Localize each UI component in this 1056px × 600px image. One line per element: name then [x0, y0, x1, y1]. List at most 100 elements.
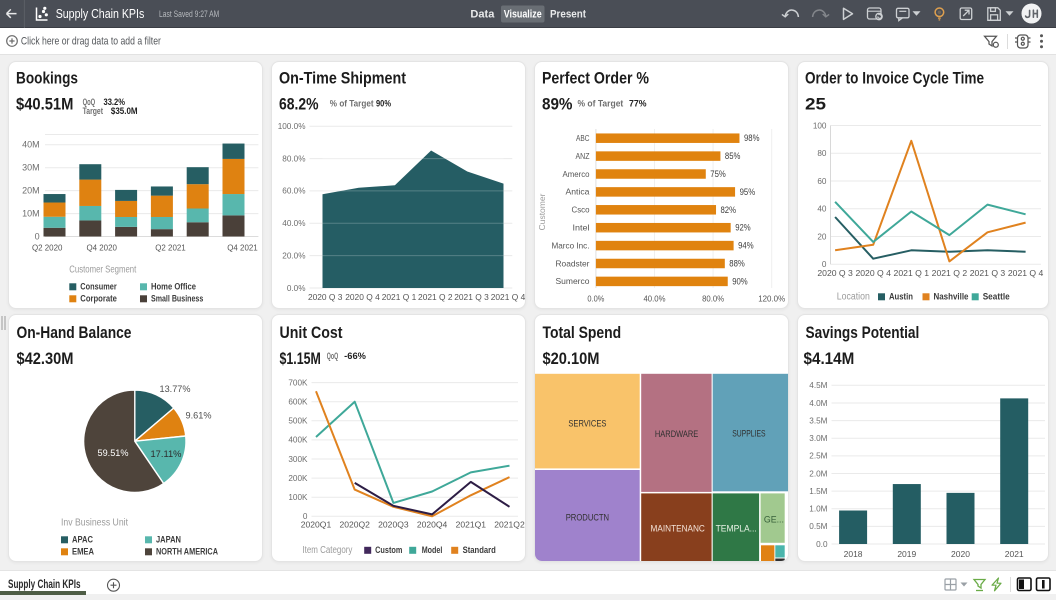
svg-text:Visualize: Visualize [504, 9, 542, 21]
svg-text:2021 Q 1: 2021 Q 1 [893, 269, 929, 278]
svg-text:Click here or drag data to add: Click here or drag data to add a filter [21, 35, 161, 47]
svg-text:$4.14M: $4.14M [803, 349, 854, 368]
svg-text:Q2 2020: Q2 2020 [32, 243, 63, 252]
svg-text:On-Time Shipment: On-Time Shipment [279, 68, 406, 87]
svg-text:2021 Q 4: 2021 Q 4 [1007, 269, 1043, 278]
svg-text:68.2%: 68.2% [279, 94, 318, 113]
svg-text:60.0%: 60.0% [282, 187, 305, 196]
svg-text:2021 Q 2: 2021 Q 2 [418, 293, 453, 302]
svg-text:2020Q3: 2020Q3 [378, 521, 409, 530]
svg-text:300K: 300K [288, 455, 308, 464]
svg-text:Consumer: Consumer [80, 281, 117, 292]
svg-text:2.5M: 2.5M [809, 452, 827, 461]
svg-text:$40.51M: $40.51M [16, 94, 73, 113]
svg-text:NORTH AMERICA: NORTH AMERICA [156, 546, 218, 557]
svg-text:80.0%: 80.0% [702, 294, 724, 303]
svg-text:2021 Q 3: 2021 Q 3 [454, 293, 489, 302]
svg-text:4.5M: 4.5M [809, 381, 827, 390]
svg-text:30M: 30M [22, 163, 39, 173]
svg-text:88%: 88% [729, 258, 745, 268]
svg-text:Csco: Csco [571, 205, 589, 215]
svg-text:2.0M: 2.0M [809, 469, 827, 478]
svg-text:95%: 95% [739, 187, 755, 197]
svg-text:Unit Cost: Unit Cost [279, 323, 342, 342]
svg-text:2020Q4: 2020Q4 [417, 521, 448, 530]
svg-text:600K: 600K [288, 398, 308, 407]
svg-text:Austin: Austin [889, 291, 913, 302]
svg-text:TEMPLA...: TEMPLA... [715, 523, 756, 534]
svg-text:Amerco: Amerco [562, 169, 589, 179]
svg-text:2021 Q 1: 2021 Q 1 [381, 293, 416, 302]
svg-text:PRODUCTN: PRODUCTN [565, 512, 609, 523]
svg-text:3.5M: 3.5M [809, 416, 827, 425]
svg-text:40.0%: 40.0% [282, 219, 305, 228]
svg-text:Standard: Standard [462, 545, 495, 556]
svg-text:2020Q2: 2020Q2 [339, 521, 370, 530]
svg-text:0: 0 [821, 260, 826, 269]
svg-text:MAINTENANC: MAINTENANC [650, 523, 704, 534]
svg-text:100.0%: 100.0% [277, 122, 305, 131]
svg-text:Total Spend: Total Spend [542, 323, 621, 342]
svg-text:GE...: GE... [763, 514, 783, 525]
svg-text:25: 25 [805, 94, 826, 113]
svg-text:Perfect Order %: Perfect Order % [542, 68, 649, 87]
svg-text:10M: 10M [22, 209, 39, 219]
svg-text:80: 80 [817, 149, 827, 158]
svg-text:100K: 100K [288, 493, 308, 502]
svg-text:400K: 400K [288, 436, 308, 445]
svg-text:2020 Q 3: 2020 Q 3 [817, 269, 853, 278]
svg-text:20.0%: 20.0% [282, 251, 305, 260]
svg-text:82%: 82% [720, 205, 736, 215]
svg-text:1.0M: 1.0M [809, 505, 827, 514]
svg-text:60: 60 [817, 177, 827, 186]
svg-text:33.2%: 33.2% [103, 97, 125, 107]
svg-text:ABC: ABC [576, 133, 589, 143]
svg-text:700K: 700K [288, 378, 308, 387]
svg-text:2020 Q 4: 2020 Q 4 [345, 293, 380, 302]
svg-text:Antica: Antica [565, 187, 589, 197]
svg-text:2019: 2019 [897, 549, 916, 559]
svg-text:3.0M: 3.0M [809, 434, 827, 443]
svg-text:77%: 77% [628, 99, 646, 109]
svg-text:SERVICES: SERVICES [568, 419, 606, 430]
svg-text:Target: Target [83, 106, 103, 116]
svg-text:Bookings: Bookings [16, 68, 78, 87]
svg-text:Q4 2021: Q4 2021 [227, 243, 258, 252]
svg-text:Sumerco: Sumerco [555, 276, 589, 286]
svg-text:20M: 20M [22, 186, 39, 196]
svg-text:Corporate: Corporate [80, 293, 117, 304]
svg-text:Inv Business Unit: Inv Business Unit [61, 517, 128, 528]
svg-text:2020: 2020 [951, 549, 970, 559]
svg-text:Order to Invoice Cycle Time: Order to Invoice Cycle Time [805, 68, 984, 87]
svg-text:Seattle: Seattle [982, 291, 1009, 302]
svg-text:Present: Present [550, 9, 586, 21]
svg-text:Savings Potential: Savings Potential [805, 323, 919, 342]
svg-text:2020 Q 4: 2020 Q 4 [855, 269, 891, 278]
svg-text:% of Target: % of Target [329, 99, 373, 109]
svg-text:APAC: APAC [72, 534, 93, 545]
svg-text:Supply Chain KPIs: Supply Chain KPIs [56, 6, 145, 21]
svg-text:-66%: -66% [344, 351, 366, 361]
svg-text:13.77%: 13.77% [159, 384, 191, 395]
svg-text:0.0%: 0.0% [287, 284, 306, 293]
svg-text:75%: 75% [710, 169, 726, 179]
svg-text:40: 40 [817, 204, 827, 213]
svg-text:92%: 92% [735, 223, 751, 233]
svg-text:98%: 98% [743, 133, 759, 143]
svg-text:$42.30M: $42.30M [16, 349, 73, 368]
svg-text:Item Category: Item Category [302, 545, 352, 556]
svg-text:HARDWARE: HARDWARE [654, 429, 697, 440]
svg-text:94%: 94% [738, 241, 754, 251]
svg-text:Nashville: Nashville [933, 291, 968, 302]
svg-text:% of Target: % of Target [577, 99, 623, 109]
svg-text:40M: 40M [22, 140, 39, 150]
svg-text:Intel: Intel [572, 222, 589, 232]
svg-text:2021Q2: 2021Q2 [494, 521, 525, 530]
svg-text:QoQ: QoQ [83, 97, 96, 107]
svg-text:Marco Inc.: Marco Inc. [551, 240, 589, 250]
svg-text:Customer Segment: Customer Segment [69, 264, 136, 275]
svg-text:0: 0 [35, 231, 40, 241]
svg-text:0: 0 [303, 512, 308, 521]
svg-text:59.51%: 59.51% [97, 448, 129, 459]
svg-text:17.11%: 17.11% [150, 449, 182, 460]
